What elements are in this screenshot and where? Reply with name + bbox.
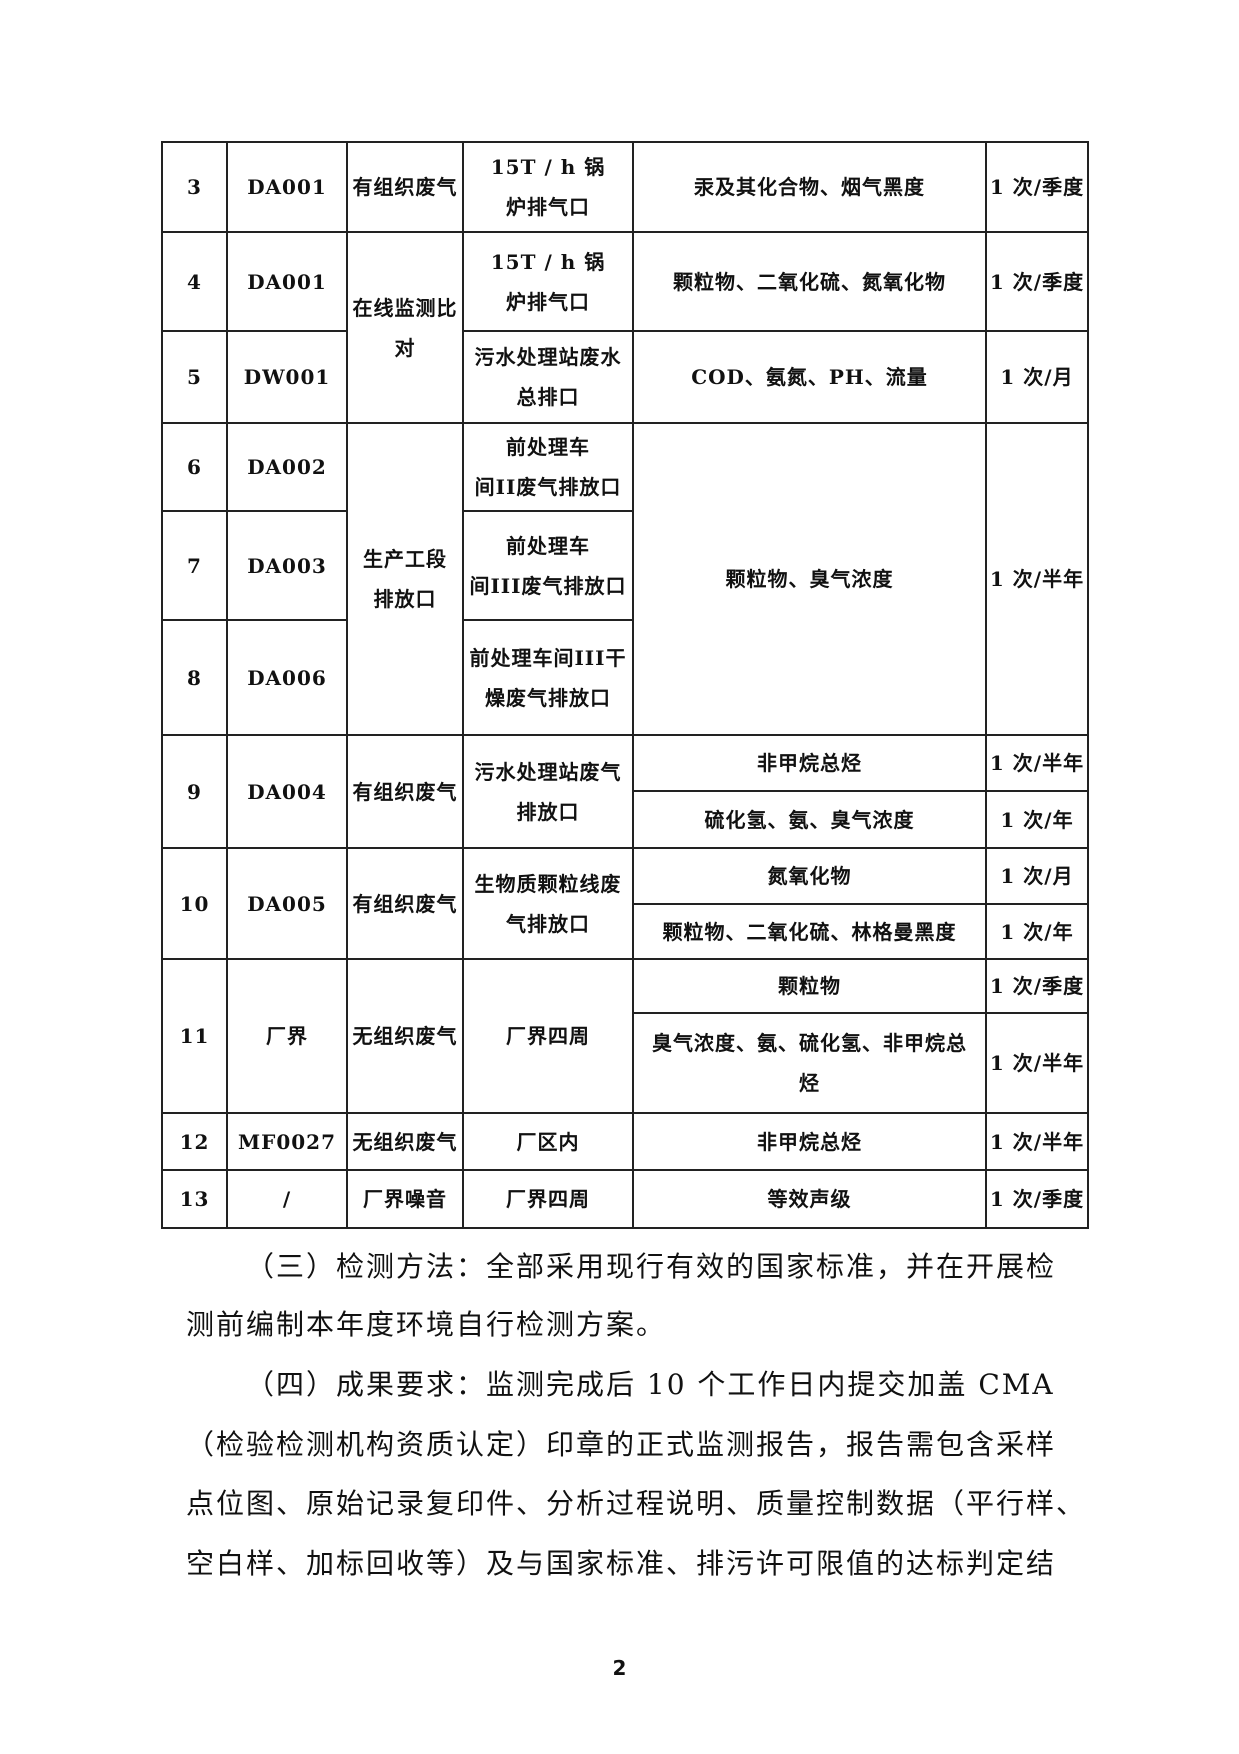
table-row: 6 DA002 生产工段 排放口 前处理车 间II废气排放口 颗粒物、臭气浓度 1 次/半… [161, 422, 1089, 736]
cell-items: 颗粒物、二氧化硫、林格曼黑度 [632, 903, 987, 960]
cell-type: 无组织废气 [346, 958, 464, 1114]
cell-freq: 1 次/半年 [985, 422, 1089, 736]
cell-freq: 1 次/年 [985, 790, 1089, 849]
cell-code: DA001 [226, 141, 348, 233]
table-row: 7 DA003 前处理车 间III废气排放口 [161, 510, 1088, 621]
cell-freq: 1 次/季度 [985, 958, 1089, 1014]
cell-items: 硫化氢、氨、臭气浓度 [632, 790, 987, 849]
cell-code: MF0027 [226, 1112, 348, 1171]
table-row: 3 DA001 有组织废气 15T / h 锅 炉排气口 汞及其化合物、烟气黑度 1 次/… [161, 141, 1089, 233]
cell-items: 臭气浓度、氨、硫化氢、非甲烷总 烃 [632, 1012, 987, 1114]
cell-no: 13 [161, 1169, 228, 1229]
cell-no: 10 [161, 847, 228, 960]
cell-items: 非甲烷总烃 [632, 1112, 987, 1171]
paragraph-line: （三）检测方法：全部采用现行有效的国家标准，并在开展检 [246, 1250, 1057, 1283]
cell-items: 颗粒物、二氧化硫、氮氧化物 [632, 231, 987, 332]
cell-code: DW001 [226, 330, 348, 424]
cell-outlet: 厂区内 [462, 1112, 634, 1171]
cell-type: 无组织废气 [346, 1112, 464, 1171]
cell-items: COD、氨氮、PH、流量 [632, 330, 987, 424]
cell-type: 厂界噪音 [346, 1169, 464, 1229]
cell-code: DA005 [226, 847, 348, 960]
cell-freq: 1 次/半年 [985, 734, 1089, 792]
cell-no: 8 [161, 619, 228, 736]
cell-items: 等效声级 [632, 1169, 987, 1229]
cell-no: 5 [161, 330, 228, 424]
cell-type: 有组织废气 [346, 734, 464, 849]
cell-no: 7 [161, 510, 228, 621]
cell-no: 4 [161, 231, 228, 332]
cell-code: DA001 [226, 231, 348, 332]
paragraph-line: 空白样、加标回收等）及与国家标准、排污许可限值的达标判定结 [186, 1547, 1057, 1580]
cell-freq: 1 次/年 [985, 903, 1089, 960]
cell-no: 6 [161, 422, 228, 512]
paragraph-line: 点位图、原始记录复印件、分析过程说明、质量控制数据（平行样、 [186, 1487, 1087, 1520]
cell-outlet: 前处理车 间III废气排放口 [462, 510, 634, 621]
cell-code: DA002 [226, 422, 348, 512]
table-row: 颗粒物、二氧化硫、林格曼黑度 1 次/年 [162, 903, 1089, 960]
cell-code: DA004 [226, 734, 348, 849]
cell-items: 颗粒物 [632, 958, 987, 1014]
cell-freq: 1 次/半年 [985, 1012, 1089, 1114]
table-row: 10 DA005 有组织废气 生物质颗粒线废 气排放口 氮氧化物 1 次/月 [161, 847, 1089, 960]
cell-outlet: 15T / h 锅 炉排气口 [462, 231, 634, 332]
cell-items: 颗粒物、臭气浓度 [632, 422, 987, 736]
table-row: 硫化氢、氨、臭气浓度 1 次/年 [162, 790, 1089, 849]
table-row: 9 DA004 有组织废气 污水处理站废气 排放口 非甲烷总烃 1 次/半年 [161, 734, 1089, 849]
paragraph-line: 测前编制本年度环境自行检测方案。 [186, 1308, 667, 1341]
cell-type: 有组织废气 [346, 141, 464, 233]
monitoring-table: 3 DA001 有组织废气 15T / h 锅 炉排气口 汞及其化合物、烟气黑度 1 次/… [161, 141, 1089, 1229]
cell-freq: 1 次/月 [985, 330, 1089, 424]
table-row: 13/厂界噪音 厂界四周 等效声级 1 次/季度 [161, 1169, 1089, 1229]
table-row: 12 MF0027 无组织废气 厂区内 非甲烷总烃 1 次/半年 [161, 1112, 1089, 1171]
cell-items: 非甲烷总烃 [632, 734, 987, 792]
cell-no: 12 [161, 1112, 228, 1171]
table-row: 8 DA006 前处理车间III干 燥废气排放口 [161, 619, 1088, 736]
table-row: 11 厂界 无组织废气 厂界四周 颗粒物 1 次/季度 [161, 958, 1089, 1114]
cell-code: / [226, 1169, 348, 1229]
cell-outlet: 污水处理站废气 排放口 [462, 734, 634, 849]
cell-code: 厂界 [226, 958, 348, 1114]
cell-freq: 1 次/季度 [985, 1169, 1089, 1229]
cell-freq: 1 次/季度 [985, 141, 1089, 233]
cell-outlet: 厂界四周 [462, 1169, 634, 1229]
cell-items: 汞及其化合物、烟气黑度 [632, 141, 987, 233]
cell-freq: 1 次/月 [985, 847, 1089, 905]
cell-type: 生产工段 排放口 [346, 422, 464, 736]
cell-type: 在线监测比 对 [346, 231, 464, 424]
cell-outlet: 15T / h 锅 炉排气口 [462, 141, 634, 233]
cell-outlet: 污水处理站废水 总排口 [462, 330, 634, 424]
cell-outlet: 厂界四周 [462, 958, 634, 1114]
cell-no: 11 [161, 958, 228, 1114]
cell-outlet: 前处理车 间II废气排放口 [462, 422, 634, 512]
cell-type: 有组织废气 [346, 847, 464, 960]
page-number: 2 [612, 1656, 627, 1680]
table-row: 5 DW001 污水处理站废水 总排口 COD、氨氮、PH、流量 1 次/月 [161, 330, 1089, 424]
cell-outlet: 前处理车间III干 燥废气排放口 [462, 619, 634, 736]
cell-outlet: 生物质颗粒线废 气排放口 [462, 847, 634, 960]
table-row: 4 DA001 在线监测比 对 15T / h 锅 炉排气口 颗粒物、二氧化硫、氮氧化物… [161, 231, 1089, 424]
paragraph-line: （四）成果要求：监测完成后 10 个工作日内提交加盖 CMA [246, 1368, 1055, 1401]
cell-items: 氮氧化物 [632, 847, 987, 905]
cell-freq: 1 次/季度 [985, 231, 1089, 332]
cell-no: 9 [161, 734, 228, 849]
cell-freq: 1 次/半年 [985, 1112, 1089, 1171]
paragraph-line: （检验检测机构资质认定）印章的正式监测报告，报告需包含采样 [186, 1428, 1057, 1461]
cell-code: DA003 [226, 510, 348, 621]
cell-no: 3 [161, 141, 228, 233]
cell-code: DA006 [226, 619, 348, 736]
